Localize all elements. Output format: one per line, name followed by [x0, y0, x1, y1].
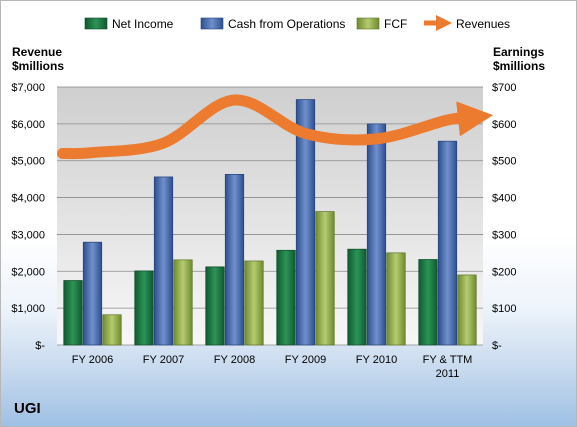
left-tick-label: $-: [35, 340, 45, 352]
right-tick-label: $700: [492, 82, 516, 94]
bar-cash-from-operations: [437, 140, 458, 346]
legend: Net Income Cash from Operations FCF Reve…: [84, 14, 510, 32]
left-tick-label: $4,000: [11, 193, 45, 205]
legend-swatch-cash-from-operations: [200, 17, 224, 30]
right-tick-label: $600: [492, 119, 516, 131]
company-name: UGI: [14, 400, 41, 417]
legend-label-revenues: Revenues: [456, 17, 510, 31]
bar-fcf: [244, 260, 264, 346]
bar-fcf: [173, 259, 193, 346]
left-tick-label: $2,000: [11, 266, 45, 278]
bar-cash-from-operations: [295, 99, 316, 346]
x-tick-label: FY 2010: [356, 354, 397, 366]
bar-net-income: [276, 249, 296, 346]
bar-fcf: [102, 314, 122, 346]
bar-cash-from-operations: [366, 123, 387, 346]
bar-fcf: [457, 274, 477, 346]
x-tick-label: 2011: [436, 368, 460, 380]
left-axis-title-line1: Revenue: [12, 45, 62, 59]
right-tick-label: $500: [492, 156, 516, 168]
right-tick-label: $100: [492, 303, 516, 315]
x-tick-label: FY 2009: [285, 354, 326, 366]
x-tick-label: FY & TTM: [423, 354, 473, 366]
bar-net-income: [347, 248, 367, 346]
gridlines: [57, 86, 483, 346]
left-tick-label: $7,000: [11, 82, 45, 94]
bar-net-income: [134, 270, 154, 346]
left-tick-label: $5,000: [11, 156, 45, 168]
bar-cash-from-operations: [82, 241, 103, 346]
x-tick-label: FY 2006: [72, 354, 113, 366]
left-axis-title-line2: $millions: [12, 59, 64, 73]
legend-swatch-fcf: [356, 17, 380, 30]
legend-label-net-income: Net Income: [112, 17, 174, 31]
bar-fcf: [315, 211, 335, 346]
x-tick-label: FY 2008: [214, 354, 255, 366]
revenue-line: [57, 94, 494, 160]
right-tick-label: $300: [492, 229, 516, 241]
bar-net-income: [205, 266, 225, 346]
left-tick-label: $3,000: [11, 229, 45, 241]
bar-fcf: [386, 252, 406, 346]
legend-label-fcf: FCF: [384, 17, 407, 31]
right-tick-label: $200: [492, 266, 516, 278]
right-axis-title-line2: $millions: [493, 59, 545, 73]
legend-swatch-net-income: [84, 17, 108, 30]
x-tick-label: FY 2007: [143, 354, 184, 366]
right-tick-label: $-: [492, 340, 502, 352]
right-tick-label: $400: [492, 193, 516, 205]
left-tick-label: $6,000: [11, 119, 45, 131]
x-axis-labels: FY 2006 FY 2007 FY 2008 FY 2009 FY 2010 FY & …: [72, 354, 473, 380]
bar-cash-from-operations: [224, 174, 245, 346]
right-axis-title-line1: Earnings: [493, 45, 545, 59]
legend-label-cash-from-operations: Cash from Operations: [228, 17, 345, 31]
left-tick-label: $1,000: [11, 303, 45, 315]
bar-cash-from-operations: [153, 176, 174, 346]
right-axis-ticks: $- $100 $200 $300 $400 $500 $600 $700: [492, 82, 516, 352]
left-axis-ticks: $- $1,000 $2,000 $3,000 $4,000 $5,000 $6,000 $7…: [11, 82, 45, 352]
bar-net-income: [418, 259, 438, 346]
bar-net-income: [63, 280, 83, 346]
revenue-line-group: [57, 94, 494, 160]
bars: [63, 99, 477, 346]
